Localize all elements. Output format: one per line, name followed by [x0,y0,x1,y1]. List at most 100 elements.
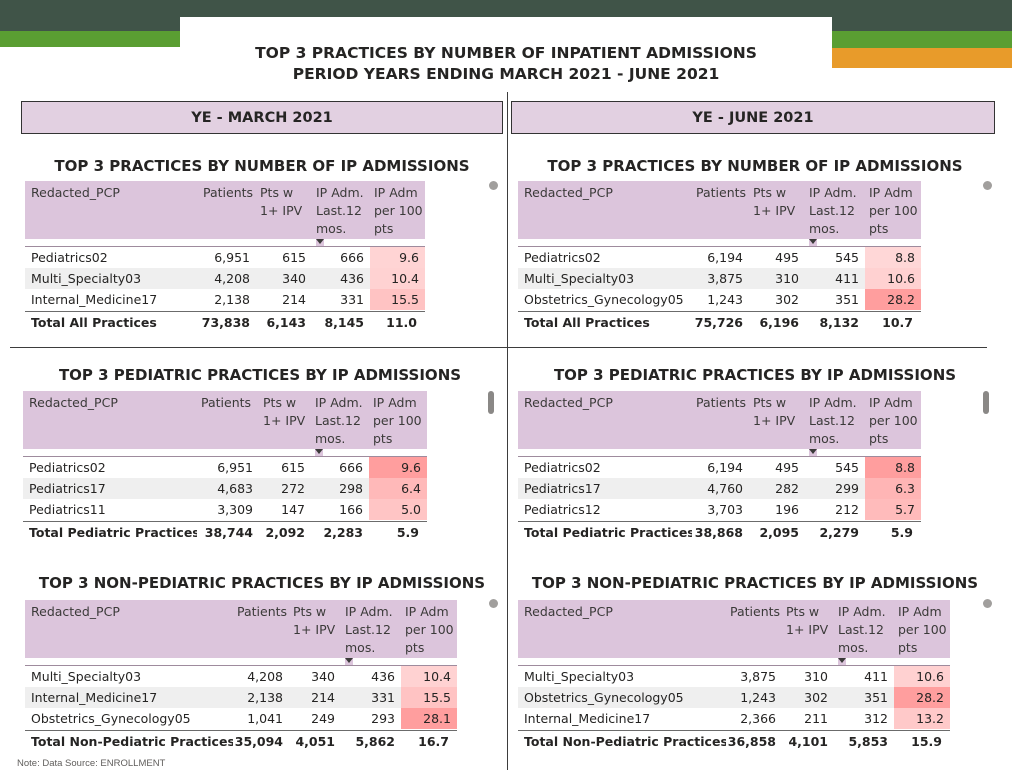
cell-ipadm: 666 [340,250,364,265]
table-row[interactable]: Pediatrics02 6,194 495 545 8.8 [518,457,921,478]
column-header-ip-adm[interactable]: IP Adm. Last.12 mos. [315,395,363,446]
table-row[interactable]: Multi_Specialty03 4,208 340 436 10.4 [25,268,425,289]
column-header-patients[interactable]: Patients [237,604,288,619]
column-header-patients[interactable]: Patients [696,395,747,410]
table-row[interactable]: Pediatrics17 4,760 282 299 6.3 [518,478,921,499]
cell-patients: 6,194 [707,460,743,475]
header-gap [25,239,316,247]
total-patients: 38,868 [694,525,743,540]
cell-ptsw: 282 [775,481,799,496]
cell-patients: 4,208 [214,271,250,286]
column-header-ip-adm[interactable]: IP Adm. Last.12 mos. [838,604,886,655]
column-header-per100[interactable]: IP Adm per 100 pts [898,604,947,655]
total-ipadm: 5,853 [848,734,888,749]
cell-ipadm: 545 [835,460,859,475]
header-band-green-right [832,31,1012,48]
sort-descending-icon[interactable] [316,239,324,244]
column-header-pcp[interactable]: Redacted_PCP [524,604,613,619]
year-label-june: YE - JUNE 2021 [511,101,995,134]
cell-ptsw: 196 [775,502,799,517]
cell-ptsw: 340 [282,271,306,286]
cell-patients: 6,951 [217,460,253,475]
column-header-pcp[interactable]: Redacted_PCP [524,185,613,200]
column-header-ip-adm[interactable]: IP Adm. Last.12 mos. [316,185,364,236]
total-patients: 36,858 [727,734,776,749]
column-header-patients[interactable]: Patients [730,604,781,619]
cell-per100: 28.2 [865,289,921,310]
column-header-patients[interactable]: Patients [203,185,254,200]
column-header-pts-ipv[interactable]: Pts w 1+ IPV [786,604,829,637]
section-title: TOP 3 PRACTICES BY NUMBER OF IP ADMISSIO… [547,157,963,175]
column-header-per100[interactable]: IP Adm per 100 pts [869,395,918,446]
table-row[interactable]: Multi_Specialty03 4,208 340 436 10.4 [25,666,457,687]
table-row[interactable]: Pediatrics11 3,309 147 166 5.0 [23,499,427,520]
cell-pcp: Pediatrics02 [524,250,601,265]
table-row[interactable]: Obstetrics_Gynecology05 1,243 302 351 28.2 [518,289,921,310]
column-header-pts-ipv[interactable]: Pts w 1+ IPV [293,604,336,637]
table-row[interactable]: Pediatrics02 6,951 615 666 9.6 [23,457,427,478]
table-row[interactable]: Obstetrics_Gynecology05 1,041 249 293 28.1 [25,708,457,729]
sort-descending-icon[interactable] [838,658,846,663]
total-pcp: Total All Practices [524,315,650,330]
cell-patients: 1,243 [707,292,743,307]
cell-per100: 10.6 [865,268,921,289]
table-row[interactable]: Pediatrics02 6,194 495 545 8.8 [518,247,921,268]
horizontal-divider [10,347,987,348]
cell-patients: 3,703 [707,502,743,517]
cell-per100: 15.5 [401,687,457,708]
column-header-per100[interactable]: IP Adm per 100 pts [405,604,454,655]
table-row[interactable]: Multi_Specialty03 3,875 310 411 10.6 [518,268,921,289]
column-header-per100[interactable]: IP Adm per 100 pts [374,185,423,236]
column-header-per100[interactable]: IP Adm per 100 pts [869,185,918,236]
column-header-patients[interactable]: Patients [696,185,747,200]
cell-ptsw: 147 [281,502,305,517]
header-gap [846,658,950,666]
sort-descending-icon[interactable] [315,449,323,454]
cell-ipadm: 299 [835,481,859,496]
cell-ipadm: 331 [340,292,364,307]
total-row: Total Pediatric Practices 38,868 2,095 2,27… [518,521,921,544]
column-header-pts-ipv[interactable]: Pts w 1+ IPV [753,185,796,218]
table-row[interactable]: Internal_Medicine17 2,138 214 331 15.5 [25,687,457,708]
scrollbar-thumb[interactable] [488,391,494,414]
section-title: TOP 3 PEDIATRIC PRACTICES BY IP ADMISSIO… [553,366,957,384]
column-header-pcp[interactable]: Redacted_PCP [31,604,120,619]
more-options-icon[interactable] [983,181,992,190]
column-header-ip-adm[interactable]: IP Adm. Last.12 mos. [345,604,393,655]
section-title: TOP 3 PEDIATRIC PRACTICES BY IP ADMISSIO… [58,366,462,384]
sort-descending-icon[interactable] [809,239,817,244]
table-row[interactable]: Multi_Specialty03 3,875 310 411 10.6 [518,666,950,687]
column-header-ip-adm[interactable]: IP Adm. Last.12 mos. [809,185,857,236]
cell-patients: 4,683 [217,481,253,496]
cell-patients: 2,366 [740,711,776,726]
total-row: Total Non-Pediatric Practices 35,094 4,051… [25,730,457,753]
table-row[interactable]: Internal_Medicine17 2,138 214 331 15.5 [25,289,425,310]
table-row[interactable]: Pediatrics12 3,703 196 212 5.7 [518,499,921,520]
table-row[interactable]: Obstetrics_Gynecology05 1,243 302 351 28.2 [518,687,950,708]
cell-pcp: Obstetrics_Gynecology05 [31,711,191,726]
column-header-pts-ipv[interactable]: Pts w 1+ IPV [753,395,796,428]
column-header-pts-ipv[interactable]: Pts w 1+ IPV [263,395,306,428]
table-row[interactable]: Pediatrics17 4,683 272 298 6.4 [23,478,427,499]
more-options-icon[interactable] [489,181,498,190]
more-options-icon[interactable] [983,599,992,608]
table-row[interactable]: Internal_Medicine17 2,366 211 312 13.2 [518,708,950,729]
column-header-pcp[interactable]: Redacted_PCP [29,395,118,410]
more-options-icon[interactable] [489,599,498,608]
cell-pcp: Multi_Specialty03 [524,669,635,684]
column-header-per100[interactable]: IP Adm per 100 pts [373,395,422,446]
cell-ipadm: 436 [340,271,364,286]
table-row[interactable]: Pediatrics02 6,951 615 666 9.6 [25,247,425,268]
scrollbar-thumb[interactable] [983,391,989,414]
column-header-pts-ipv[interactable]: Pts w 1+ IPV [260,185,303,218]
column-header-pcp[interactable]: Redacted_PCP [31,185,120,200]
column-header-pcp[interactable]: Redacted_PCP [524,395,613,410]
cell-ipadm: 293 [371,711,395,726]
column-header-ip-adm[interactable]: IP Adm. Last.12 mos. [809,395,857,446]
header-band-green-left [0,31,180,47]
column-header-patients[interactable]: Patients [201,395,252,410]
sort-descending-icon[interactable] [809,449,817,454]
cell-ipadm: 212 [835,502,859,517]
header-gap [324,239,425,247]
sort-descending-icon[interactable] [345,658,353,663]
